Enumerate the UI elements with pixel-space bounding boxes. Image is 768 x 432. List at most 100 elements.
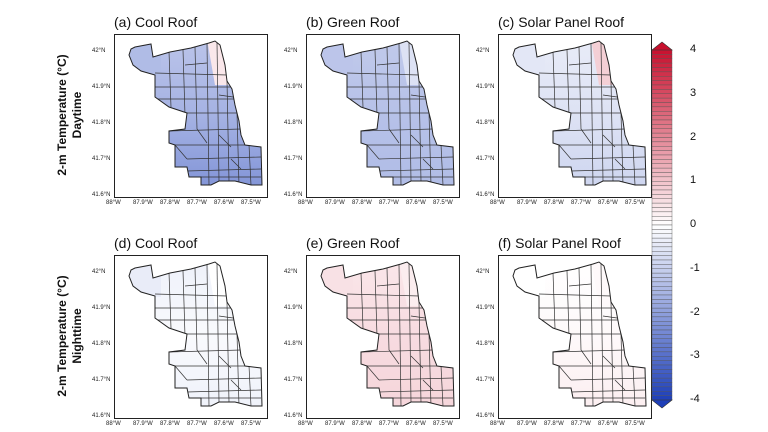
lon-tick-label: 88°W [106,200,121,206]
colorbar-segment [651,167,673,173]
panel-title: (d) Cool Roof [114,235,198,251]
community-boundary [388,128,400,144]
community-boundary [398,264,402,406]
community-boundary [346,72,420,76]
community-boundary [154,72,228,76]
community-boundary [248,144,252,185]
community-boundary [378,168,454,172]
community-boundary [374,270,378,337]
city-outline [128,261,263,407]
community-boundary [154,293,228,297]
lon-tick-label: 87.9°W [133,421,153,427]
colorbar-segment [651,220,673,226]
colorbar-segment [651,229,673,234]
community-boundary [376,283,400,287]
colorbar-segment [651,119,673,125]
lon-tick-label: 88°W [490,200,505,206]
colorbar-segment [651,312,673,318]
colorbar-segment [651,150,673,156]
colorbar-segment [651,207,673,213]
community-boundary [568,62,592,66]
lon-tick-label: 87.8°W [544,421,564,427]
colorbar-tick-label: 1 [690,174,697,187]
community-boundary [408,263,412,403]
community-boundary [570,389,646,393]
colorbar-segment [651,364,673,370]
community-boundary [194,267,198,351]
lon-tick-label: 87.7°W [571,200,591,206]
lat-tick-label: 41.8°N [476,341,495,347]
colorbar-segment [651,290,673,296]
panel-title: (c) Solar Panel Roof [498,14,625,30]
community-boundary [580,349,592,365]
community-boundary [186,389,262,393]
colorbar-segment [651,124,673,129]
community-boundary [374,49,378,116]
lon-tick-label: 87.5°W [433,200,453,206]
community-boundary [538,72,612,76]
colorbar-segment [651,76,673,81]
lon-tick-label: 87.9°W [325,200,345,206]
community-boundary [226,80,230,182]
colorbar-tick-label: 3 [690,86,697,99]
lat-tick-label: 41.7°N [284,377,303,383]
colorbar-segment [651,286,673,291]
colorbar-segment [651,369,673,374]
colorbar-segment [651,146,673,151]
community-boundary [206,264,210,406]
lon-tick-label: 87.5°W [241,421,261,427]
lon-tick-label: 87.8°W [352,421,372,427]
community-boundary [602,94,618,98]
community-boundary [236,112,240,185]
colorbar-min-arrow [651,399,673,409]
community-boundary [568,283,592,287]
colorbar-segment [651,360,673,366]
community-boundary [386,46,390,130]
lat-tick-label: 41.7°N [92,377,111,383]
colorbar-segment [651,58,673,64]
community-boundary [168,51,172,108]
city-outline [320,40,455,186]
community-boundary [570,377,646,381]
community-boundary [366,365,380,381]
colorbar-segment [651,141,673,147]
lat-tick-label: 42°N [92,48,106,54]
colorbar-segment [651,251,673,256]
row-label-daytime: 2-m Temperature (°C) Daytime [55,30,85,200]
lon-tick-label: 87.6°W [406,421,426,427]
colorbar-segment [651,80,673,86]
community-boundary [552,272,556,329]
row-label-nighttime: 2-m Temperature (°C) Nighttime [55,251,85,421]
lat-tick-label: 42°N [284,48,298,54]
colorbar-segment [651,334,673,339]
colorbar-segment [651,294,673,300]
row-label-line1: 2-m Temperature (°C) [55,275,69,397]
lat-tick-label: 41.9°N [476,305,495,311]
community-boundary [418,301,422,403]
community-boundary [410,355,424,369]
lon-tick-label: 87.6°W [598,421,618,427]
map-panel [114,34,268,198]
colorbar-segment [651,102,673,108]
lon-tick-label: 87.9°W [133,200,153,206]
lon-tick-label: 87.8°W [544,200,564,206]
community-boundary [346,293,420,297]
colorbar-segment [651,154,673,160]
community-boundary [182,49,186,116]
community-boundary [602,355,616,369]
lat-tick-label: 41.9°N [284,305,303,311]
colorbar-segment [651,268,673,274]
lat-tick-label: 41.7°N [92,156,111,162]
community-boundary [558,365,572,381]
map-svg [320,40,455,186]
community-boundary [216,42,220,182]
lat-tick-label: 41.6°N [284,413,303,419]
community-boundary [360,128,434,132]
colorbar-segment [651,49,673,55]
lat-tick-label: 41.6°N [284,192,303,198]
panel-title: (f) Solar Panel Roof [498,235,621,251]
colorbar-segment [651,259,673,265]
community-boundary [388,349,400,365]
community-boundary [632,144,636,185]
community-boundary [226,301,230,403]
